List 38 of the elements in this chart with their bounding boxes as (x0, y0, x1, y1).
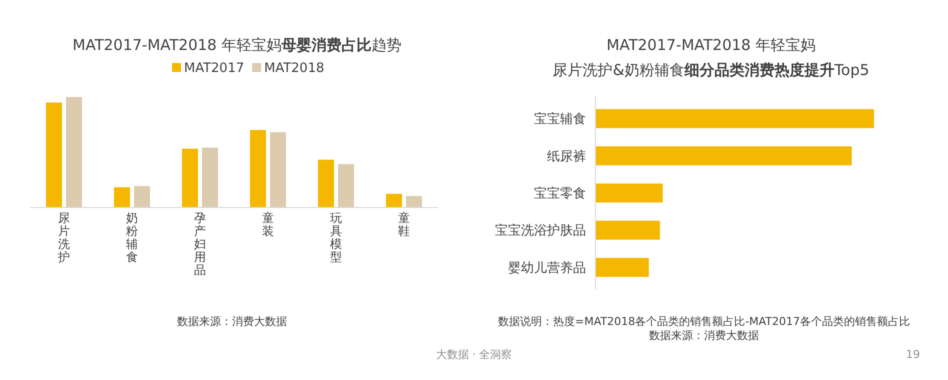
legend-label: MAT2018 (264, 61, 324, 76)
bar (596, 146, 852, 166)
y-tick-label: 婴幼儿营养品 (508, 260, 586, 276)
label: 童鞋 (398, 211, 410, 238)
source-note: 数据来源：消费大数据 (177, 315, 287, 328)
legend-label: MAT2017 (184, 61, 244, 76)
bar (596, 220, 660, 240)
text: 数据说明：热度=MAT2018各个品类的销售额占比-MAT2017各个品类的销售额占比 (498, 315, 910, 328)
bar (202, 148, 218, 207)
label: 奶粉辅食 (126, 211, 138, 264)
y-tick-label: 宝宝辅食 (534, 111, 586, 128)
text: 19 (906, 348, 920, 361)
chart-subtitle: 尿片洗护&奶粉辅食细分品类消费热度提升Top5 (552, 61, 870, 79)
bar (338, 164, 354, 207)
y-tick-label: 纸尿裤 (547, 149, 586, 164)
y-tick-label: 宝宝洗浴护肤品 (495, 222, 586, 239)
bar (596, 184, 663, 202)
y-tick-label: 宝宝零食 (534, 186, 586, 202)
bar (134, 186, 150, 207)
bar (114, 187, 130, 207)
label: 童装 (262, 211, 274, 238)
label: 尿片洗护 (58, 211, 70, 264)
bar (596, 258, 649, 277)
bar (250, 130, 266, 207)
bar (406, 196, 422, 207)
bar (386, 194, 402, 207)
bar (596, 109, 874, 128)
bar (270, 132, 286, 207)
bar (182, 148, 198, 207)
source-note: 数据来源：消费大数据 (649, 329, 759, 342)
label: 孕产妇用品 (194, 211, 206, 277)
chart-title: MAT2017-MAT2018 年轻宝妈母婴消费占比趋势 (72, 36, 402, 54)
chart-title: MAT2017-MAT2018 年轻宝妈 (606, 36, 816, 54)
bar (66, 97, 82, 207)
bar (318, 160, 334, 207)
text: 大数据 · 全洞察 (436, 348, 512, 361)
label: 玩具模型 (330, 211, 342, 264)
bar (46, 102, 62, 207)
